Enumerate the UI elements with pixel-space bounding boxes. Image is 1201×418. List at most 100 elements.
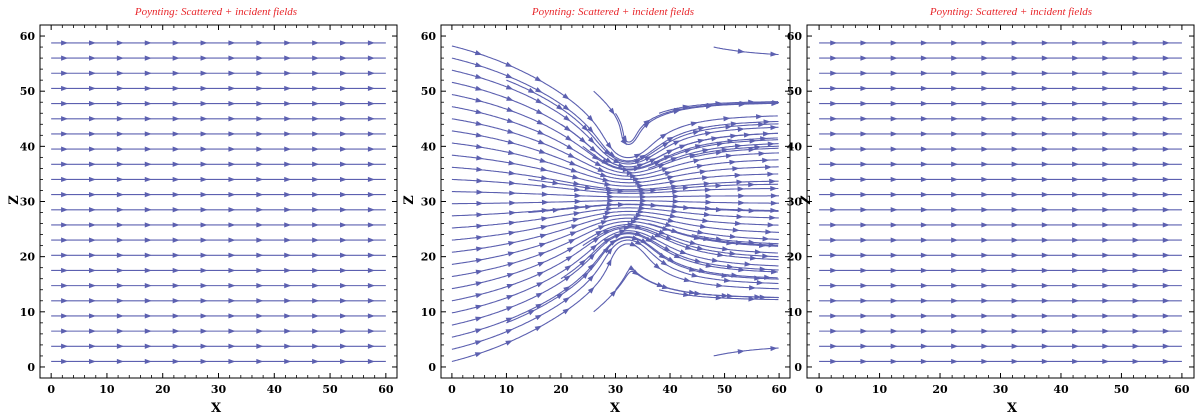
stream-arrow	[762, 157, 770, 163]
x-tick-label: 0	[815, 383, 823, 396]
stream-arrow	[699, 223, 708, 229]
stream-arrow	[729, 233, 737, 240]
stream-arrow	[284, 358, 292, 365]
stream-arrow	[475, 316, 483, 322]
stream-arrow	[1162, 40, 1170, 46]
stream-arrow	[312, 100, 320, 107]
stream-arrow	[88, 116, 96, 122]
stream-arrow	[256, 70, 264, 76]
stream-arrow	[1132, 100, 1140, 107]
stream-arrow	[1072, 267, 1080, 274]
stream-arrow	[506, 273, 515, 278]
x-tick-label: 10	[499, 383, 515, 396]
stream-arrow	[1132, 298, 1140, 304]
stream-arrow	[920, 70, 928, 76]
stream-arrow	[116, 313, 124, 319]
stream-arrow	[617, 188, 625, 194]
stream-arrow	[508, 170, 516, 176]
stream-arrow	[1102, 116, 1110, 122]
stream-arrow	[88, 283, 96, 289]
stream-arrow	[88, 298, 96, 304]
stream-arrow	[830, 116, 838, 122]
stream-arrow	[860, 70, 868, 76]
stream-arrow	[284, 252, 292, 258]
stream-arrow	[284, 298, 292, 304]
stream-arrow	[694, 144, 703, 150]
stream-arrow	[535, 292, 544, 299]
stream-arrow	[256, 237, 264, 243]
stream-arrow	[541, 207, 549, 214]
stream-arrow	[566, 246, 575, 253]
stream-arrow	[1072, 40, 1080, 46]
stream-arrow	[664, 171, 672, 177]
stream-arrow	[635, 180, 643, 186]
stream-arrow	[920, 237, 928, 243]
stream-arrow	[116, 100, 124, 107]
y-tick-label: 30	[421, 196, 437, 209]
stream-arrow	[367, 131, 375, 137]
stream-arrow	[632, 176, 640, 182]
stream-arrow	[830, 146, 838, 152]
stream-arrow	[890, 237, 898, 243]
stream-arrow	[1011, 252, 1019, 258]
stream-arrow	[860, 222, 868, 228]
stream-arrow	[200, 267, 208, 274]
stream-arrow	[367, 192, 375, 198]
stream-arrow	[475, 258, 484, 264]
stream-arrow	[830, 298, 838, 304]
stream-arrow	[890, 358, 898, 365]
stream-arrow	[1041, 267, 1049, 274]
stream-arrow	[759, 266, 767, 272]
stream-arrow	[605, 157, 613, 164]
stream-arrow	[228, 328, 236, 334]
stream-arrow	[535, 303, 543, 310]
stream-arrow	[725, 124, 733, 130]
x-tick-label: 60	[1174, 383, 1190, 396]
stream-arrow	[284, 55, 292, 61]
stream-arrow	[860, 298, 868, 304]
stream-arrow	[1011, 146, 1019, 152]
stream-arrow	[200, 283, 208, 289]
stream-arrow	[671, 208, 679, 214]
stream-arrow	[860, 40, 868, 46]
stream-arrow	[754, 294, 762, 300]
stream-arrow	[144, 237, 152, 243]
stream-arrow	[284, 116, 292, 122]
y-tick-label: 20	[421, 251, 437, 264]
stream-arrow	[737, 126, 745, 132]
stream-arrow	[697, 229, 705, 235]
stream-arrow	[312, 55, 320, 61]
stream-arrow	[1162, 100, 1170, 107]
stream-arrow	[228, 55, 236, 61]
stream-arrow	[144, 358, 152, 365]
stream-arrow	[256, 116, 264, 122]
streamline	[451, 243, 779, 363]
stream-arrow	[172, 237, 180, 243]
stream-arrow	[634, 159, 642, 164]
stream-arrow	[633, 166, 641, 172]
stream-arrow	[475, 328, 483, 334]
stream-arrow	[563, 115, 571, 122]
stream-arrow	[284, 207, 292, 213]
stream-arrow	[284, 176, 292, 183]
stream-arrow	[981, 358, 989, 365]
stream-arrow	[312, 85, 320, 92]
streamline	[451, 227, 779, 302]
stream-arrow	[656, 282, 665, 288]
x-tick-label: 0	[448, 383, 456, 396]
stream-arrow	[605, 206, 614, 212]
stream-arrow	[890, 100, 898, 107]
stream-arrow	[367, 116, 375, 122]
stream-arrow	[1041, 343, 1049, 349]
stream-arrow	[721, 292, 729, 299]
stream-arrow	[574, 192, 582, 199]
stream-arrow	[312, 252, 320, 258]
stream-arrow	[573, 186, 582, 193]
stream-arrow	[606, 258, 612, 267]
stream-arrow	[116, 192, 124, 198]
stream-arrow	[506, 295, 514, 301]
stream-arrow	[770, 124, 778, 131]
stream-arrow	[737, 349, 745, 355]
stream-arrow	[613, 158, 621, 164]
stream-arrow	[1011, 313, 1019, 319]
